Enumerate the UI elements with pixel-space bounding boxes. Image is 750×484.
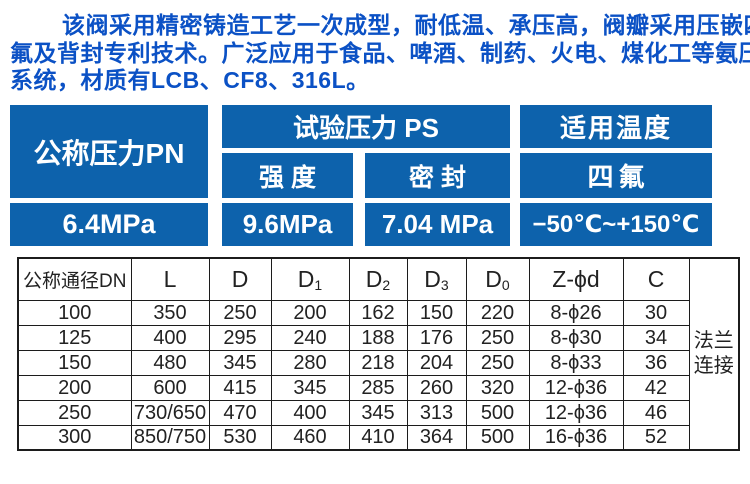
- cell-c: 42: [622, 374, 690, 401]
- subscript: 1: [314, 276, 323, 293]
- flange-connection-label: 连接: [693, 355, 734, 377]
- col-header-d1: D1: [270, 257, 350, 301]
- cell-dn: 100: [17, 299, 132, 326]
- cell-l: 480: [130, 349, 210, 376]
- cell-d3: 364: [406, 424, 467, 451]
- cell-l: 400: [130, 324, 210, 351]
- cell-l: 730/650: [130, 399, 210, 426]
- intro-paragraph: 该阀采用精密铸造工艺一次成型，耐低温、承压高，阀瓣采用压嵌四 氟及背封专利技术。…: [10, 12, 750, 95]
- col-header-d2: D2: [348, 257, 408, 301]
- cell-d: 415: [208, 374, 272, 401]
- cell-d1: 200: [270, 299, 350, 326]
- cell-d: 345: [208, 349, 272, 376]
- cell-d2: 162: [348, 299, 408, 326]
- cell-d0: 500: [465, 424, 530, 451]
- cell-d2: 218: [348, 349, 408, 376]
- table-row: 200 600 415 345 285 260 320 12-ϕ36 42: [17, 374, 739, 401]
- cell-d3: 150: [406, 299, 467, 326]
- subscript: 0: [501, 276, 510, 293]
- cell-d0: 500: [465, 399, 530, 426]
- cell-d3: 313: [406, 399, 467, 426]
- flange-connection-cell: 法兰 连接: [688, 257, 740, 451]
- table-row: 300 850/750 530 460 410 364 500 16-ϕ36 5…: [17, 424, 739, 451]
- cell-l: 350: [130, 299, 210, 326]
- cell-d0: 220: [465, 299, 530, 326]
- table-header-row: 公称通径DN L D D1 D2 D3 D0 Z-ϕd C 法兰 连接: [17, 257, 740, 451]
- cell-d3: 260: [406, 374, 467, 401]
- cell-dn: 125: [17, 324, 132, 351]
- table-row: 125 400 295 240 188 176 250 8-ϕ30 34: [17, 324, 739, 351]
- temperature-header: 适用温度: [520, 105, 712, 148]
- test-pressure-header: 试验压力 PS: [222, 105, 510, 148]
- cell-d0: 250: [465, 324, 530, 351]
- col-header-d: D: [208, 257, 272, 301]
- cell-d: 295: [208, 324, 272, 351]
- dimensions-table: 公称通径DN L D D1 D2 D3 D0 Z-ϕd C 法兰 连接 100 …: [17, 257, 740, 451]
- cell-zphid: 12-ϕ36: [528, 399, 624, 426]
- pressure-spec-section: 公称压力PN 6.4MPa 试验压力 PS 强度 密封 9.6MPa 7.04 …: [0, 105, 750, 247]
- col-header-dn: 公称通径DN: [17, 257, 132, 301]
- cell-zphid: 16-ϕ36: [528, 424, 624, 451]
- subscript: 3: [440, 276, 449, 293]
- col-header-l: L: [130, 257, 210, 301]
- cell-d3: 204: [406, 349, 467, 376]
- strength-value: 9.6MPa: [222, 203, 353, 246]
- cell-zphid: 8-ϕ26: [528, 299, 624, 326]
- cell-d0: 320: [465, 374, 530, 401]
- cell-d: 470: [208, 399, 272, 426]
- cell-d2: 285: [348, 374, 408, 401]
- cell-d3: 176: [406, 324, 467, 351]
- cell-d1: 400: [270, 399, 350, 426]
- cell-dn: 250: [17, 399, 132, 426]
- col-header-zphid: Z-ϕd: [528, 257, 624, 301]
- seal-label: 密封: [365, 153, 510, 198]
- cell-d1: 345: [270, 374, 350, 401]
- nominal-pressure-value: 6.4MPa: [10, 203, 208, 246]
- cell-c: 34: [622, 324, 690, 351]
- cell-dn: 150: [17, 349, 132, 376]
- cell-dn: 200: [17, 374, 132, 401]
- cell-d1: 460: [270, 424, 350, 451]
- intro-line: 氟及背封专利技术。广泛应用于食品、啤酒、制药、火电、煤化工等氨压: [10, 39, 750, 66]
- cell-d2: 410: [348, 424, 408, 451]
- cell-c: 30: [622, 299, 690, 326]
- intro-line: 系统，材质有LCB、CF8、316L。: [10, 67, 370, 93]
- temperature-range-value: −50℃~+150℃: [520, 203, 712, 246]
- table-row: 250 730/650 470 400 345 313 500 12-ϕ36 4…: [17, 399, 739, 426]
- temperature-medium: 四氟: [520, 153, 712, 198]
- cell-zphid: 8-ϕ30: [528, 324, 624, 351]
- table-row: 100 350 250 200 162 150 220 8-ϕ26 30: [17, 299, 739, 326]
- cell-dn: 300: [17, 424, 132, 451]
- table-row: 150 480 345 280 218 204 250 8-ϕ33 36: [17, 349, 739, 376]
- col-header-d3: D3: [406, 257, 467, 301]
- cell-d: 530: [208, 424, 272, 451]
- nominal-pressure-header: 公称压力PN: [10, 105, 208, 198]
- seal-value: 7.04 MPa: [365, 203, 510, 246]
- cell-zphid: 12-ϕ36: [528, 374, 624, 401]
- cell-zphid: 8-ϕ33: [528, 349, 624, 376]
- cell-d1: 280: [270, 349, 350, 376]
- cell-d: 250: [208, 299, 272, 326]
- intro-line: 该阀采用精密铸造工艺一次成型，耐低温、承压高，阀瓣采用压嵌四: [62, 12, 750, 38]
- subscript: 2: [382, 276, 391, 293]
- cell-d1: 240: [270, 324, 350, 351]
- col-header-c: C: [622, 257, 690, 301]
- cell-l: 600: [130, 374, 210, 401]
- flange-connection-label: 法兰: [693, 330, 734, 352]
- cell-c: 46: [622, 399, 690, 426]
- dimensions-table-wrap: 公称通径DN L D D1 D2 D3 D0 Z-ϕd C 法兰 连接 100 …: [17, 257, 740, 451]
- cell-l: 850/750: [130, 424, 210, 451]
- cell-c: 36: [622, 349, 690, 376]
- cell-c: 52: [622, 424, 690, 451]
- cell-d2: 345: [348, 399, 408, 426]
- strength-label: 强度: [222, 153, 353, 198]
- col-header-d0: D0: [465, 257, 530, 301]
- cell-d0: 250: [465, 349, 530, 376]
- cell-d2: 188: [348, 324, 408, 351]
